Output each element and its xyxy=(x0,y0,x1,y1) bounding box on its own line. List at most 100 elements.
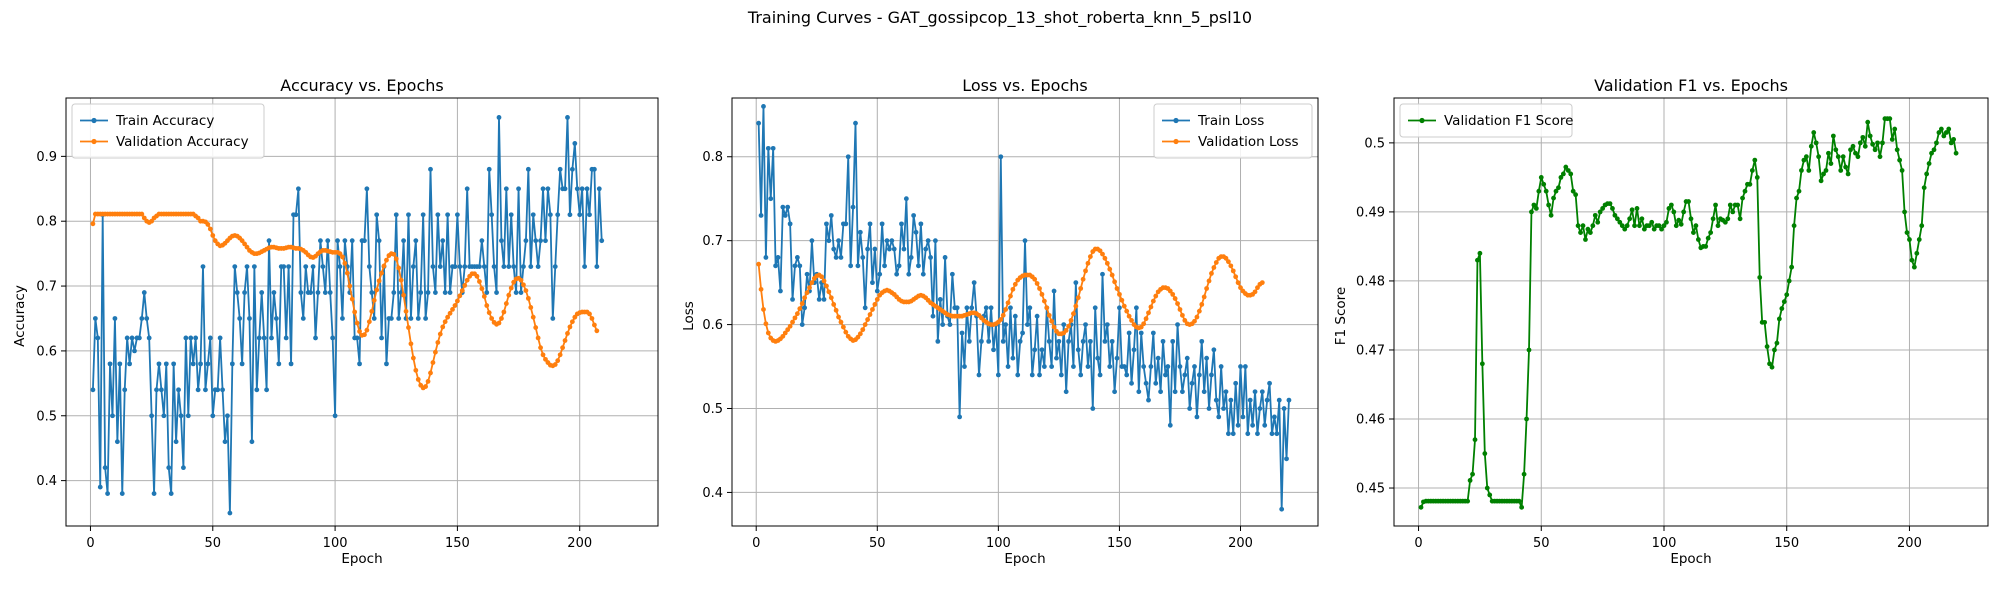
train-accuracy-point xyxy=(569,166,575,172)
train-accuracy-point xyxy=(587,212,592,218)
validation-accuracy-point xyxy=(477,279,482,284)
validation-f1-score-point xyxy=(1828,161,1834,166)
train-loss-point xyxy=(874,288,880,294)
train-loss-point xyxy=(1286,397,1292,403)
train-loss-point xyxy=(770,145,776,151)
train-accuracy-point xyxy=(207,335,213,341)
train-loss-point xyxy=(903,196,909,202)
validation-f1-score-point xyxy=(1546,202,1552,208)
train-accuracy-point xyxy=(129,335,135,341)
validation-loss-point xyxy=(872,302,878,307)
validation-loss-point xyxy=(1119,297,1125,303)
validation-f1-score-point xyxy=(1860,134,1866,140)
validation-loss-point xyxy=(799,301,805,307)
validation-f1-score-point xyxy=(1897,157,1903,163)
validation-loss-point xyxy=(1034,281,1040,286)
validation-f1-score-point xyxy=(1943,130,1949,135)
legend-marker-validation-loss xyxy=(1173,138,1179,145)
validation-loss-point xyxy=(1112,279,1117,285)
train-accuracy-point xyxy=(379,335,384,341)
train-accuracy-point xyxy=(237,316,243,321)
validation-f1-score-point xyxy=(1835,154,1841,160)
train-accuracy-point xyxy=(124,335,130,341)
train-accuracy-point xyxy=(513,290,519,295)
validation-loss-point xyxy=(1085,260,1091,266)
train-accuracy-point xyxy=(119,491,125,496)
validation-accuracy-point xyxy=(90,221,96,227)
validation-accuracy-point xyxy=(437,331,443,337)
validation-accuracy-point xyxy=(393,256,399,262)
validation-accuracy-point xyxy=(533,325,539,330)
validation-f1-score-point xyxy=(1872,147,1878,153)
train-loss-point xyxy=(896,263,902,269)
validation-f1-score-point xyxy=(1951,137,1957,142)
train-accuracy-point xyxy=(251,264,257,270)
validation-accuracy-point xyxy=(589,316,595,321)
train-accuracy-point xyxy=(396,316,402,321)
train-loss-point xyxy=(1192,364,1197,369)
validation-f1-score-point xyxy=(1737,216,1743,222)
train-loss-point xyxy=(785,204,791,210)
validation-f1-score-point xyxy=(1629,207,1635,213)
validation-accuracy-point xyxy=(408,341,414,347)
train-accuracy-point xyxy=(413,238,419,244)
train-loss-point xyxy=(790,297,795,302)
validation-f1-score-point xyxy=(1541,181,1547,187)
train-accuracy-point xyxy=(264,387,269,393)
train-loss-point xyxy=(1090,406,1096,411)
validation-loss-point xyxy=(1259,280,1265,286)
validation-f1-score-point xyxy=(1894,147,1900,153)
train-loss-line xyxy=(757,105,1290,511)
validation-f1-score-point xyxy=(1830,133,1836,139)
train-accuracy-point xyxy=(552,264,558,270)
train-loss-point xyxy=(930,313,936,319)
train-accuracy-point xyxy=(489,212,495,218)
validation-accuracy-point xyxy=(349,296,355,302)
y-tick-label: 0.5 xyxy=(36,409,57,424)
train-loss-point xyxy=(1245,431,1251,437)
validation-accuracy-point xyxy=(442,319,448,325)
validation-loss-point xyxy=(860,327,866,333)
train-loss-point xyxy=(1272,414,1277,420)
train-accuracy-point xyxy=(366,264,372,270)
validation-f1-score-point xyxy=(1521,471,1527,477)
train-accuracy-point xyxy=(432,290,438,295)
train-accuracy-point xyxy=(547,212,553,218)
train-loss-point xyxy=(1141,364,1147,369)
validation-accuracy-point xyxy=(560,345,565,351)
train-accuracy-point xyxy=(149,413,155,419)
validation-loss-point xyxy=(1005,300,1011,306)
validation-accuracy-point xyxy=(379,270,384,276)
train-loss-point xyxy=(1238,364,1243,369)
validation-f1-score-point xyxy=(1875,140,1880,146)
validation-f1-score-point xyxy=(1843,164,1849,170)
validation-f1-score-point xyxy=(1862,143,1868,149)
validation-accuracy-point xyxy=(344,270,350,276)
validation-f1-score-point xyxy=(1735,202,1741,208)
validation-f1-score-point xyxy=(1749,168,1755,173)
train-accuracy-point xyxy=(408,316,414,321)
train-loss-point xyxy=(1029,372,1035,378)
train-accuracy-point xyxy=(171,361,177,367)
train-loss-point xyxy=(1155,355,1161,361)
validation-accuracy-point xyxy=(528,305,534,310)
validation-accuracy-point xyxy=(413,367,419,373)
validation-accuracy-point xyxy=(538,345,543,351)
train-accuracy-point xyxy=(428,166,433,172)
train-loss-point xyxy=(1269,431,1275,437)
validation-accuracy-point xyxy=(432,349,438,355)
validation-f1-score-point xyxy=(1590,223,1596,229)
validation-accuracy-point xyxy=(340,254,345,260)
validation-f1-score-point xyxy=(1781,299,1787,305)
train-loss-point xyxy=(838,255,844,260)
validation-accuracy-point xyxy=(521,282,526,288)
validation-f1-score-point xyxy=(1533,206,1539,211)
validation-loss-point xyxy=(865,317,870,322)
train-accuracy-point xyxy=(528,264,534,270)
validation-accuracy-point xyxy=(540,352,546,358)
train-loss-point xyxy=(816,297,822,302)
validation-loss-point xyxy=(1226,259,1231,265)
train-loss-point xyxy=(901,246,907,252)
validation-accuracy-point xyxy=(592,322,597,328)
train-accuracy-point xyxy=(95,335,101,341)
